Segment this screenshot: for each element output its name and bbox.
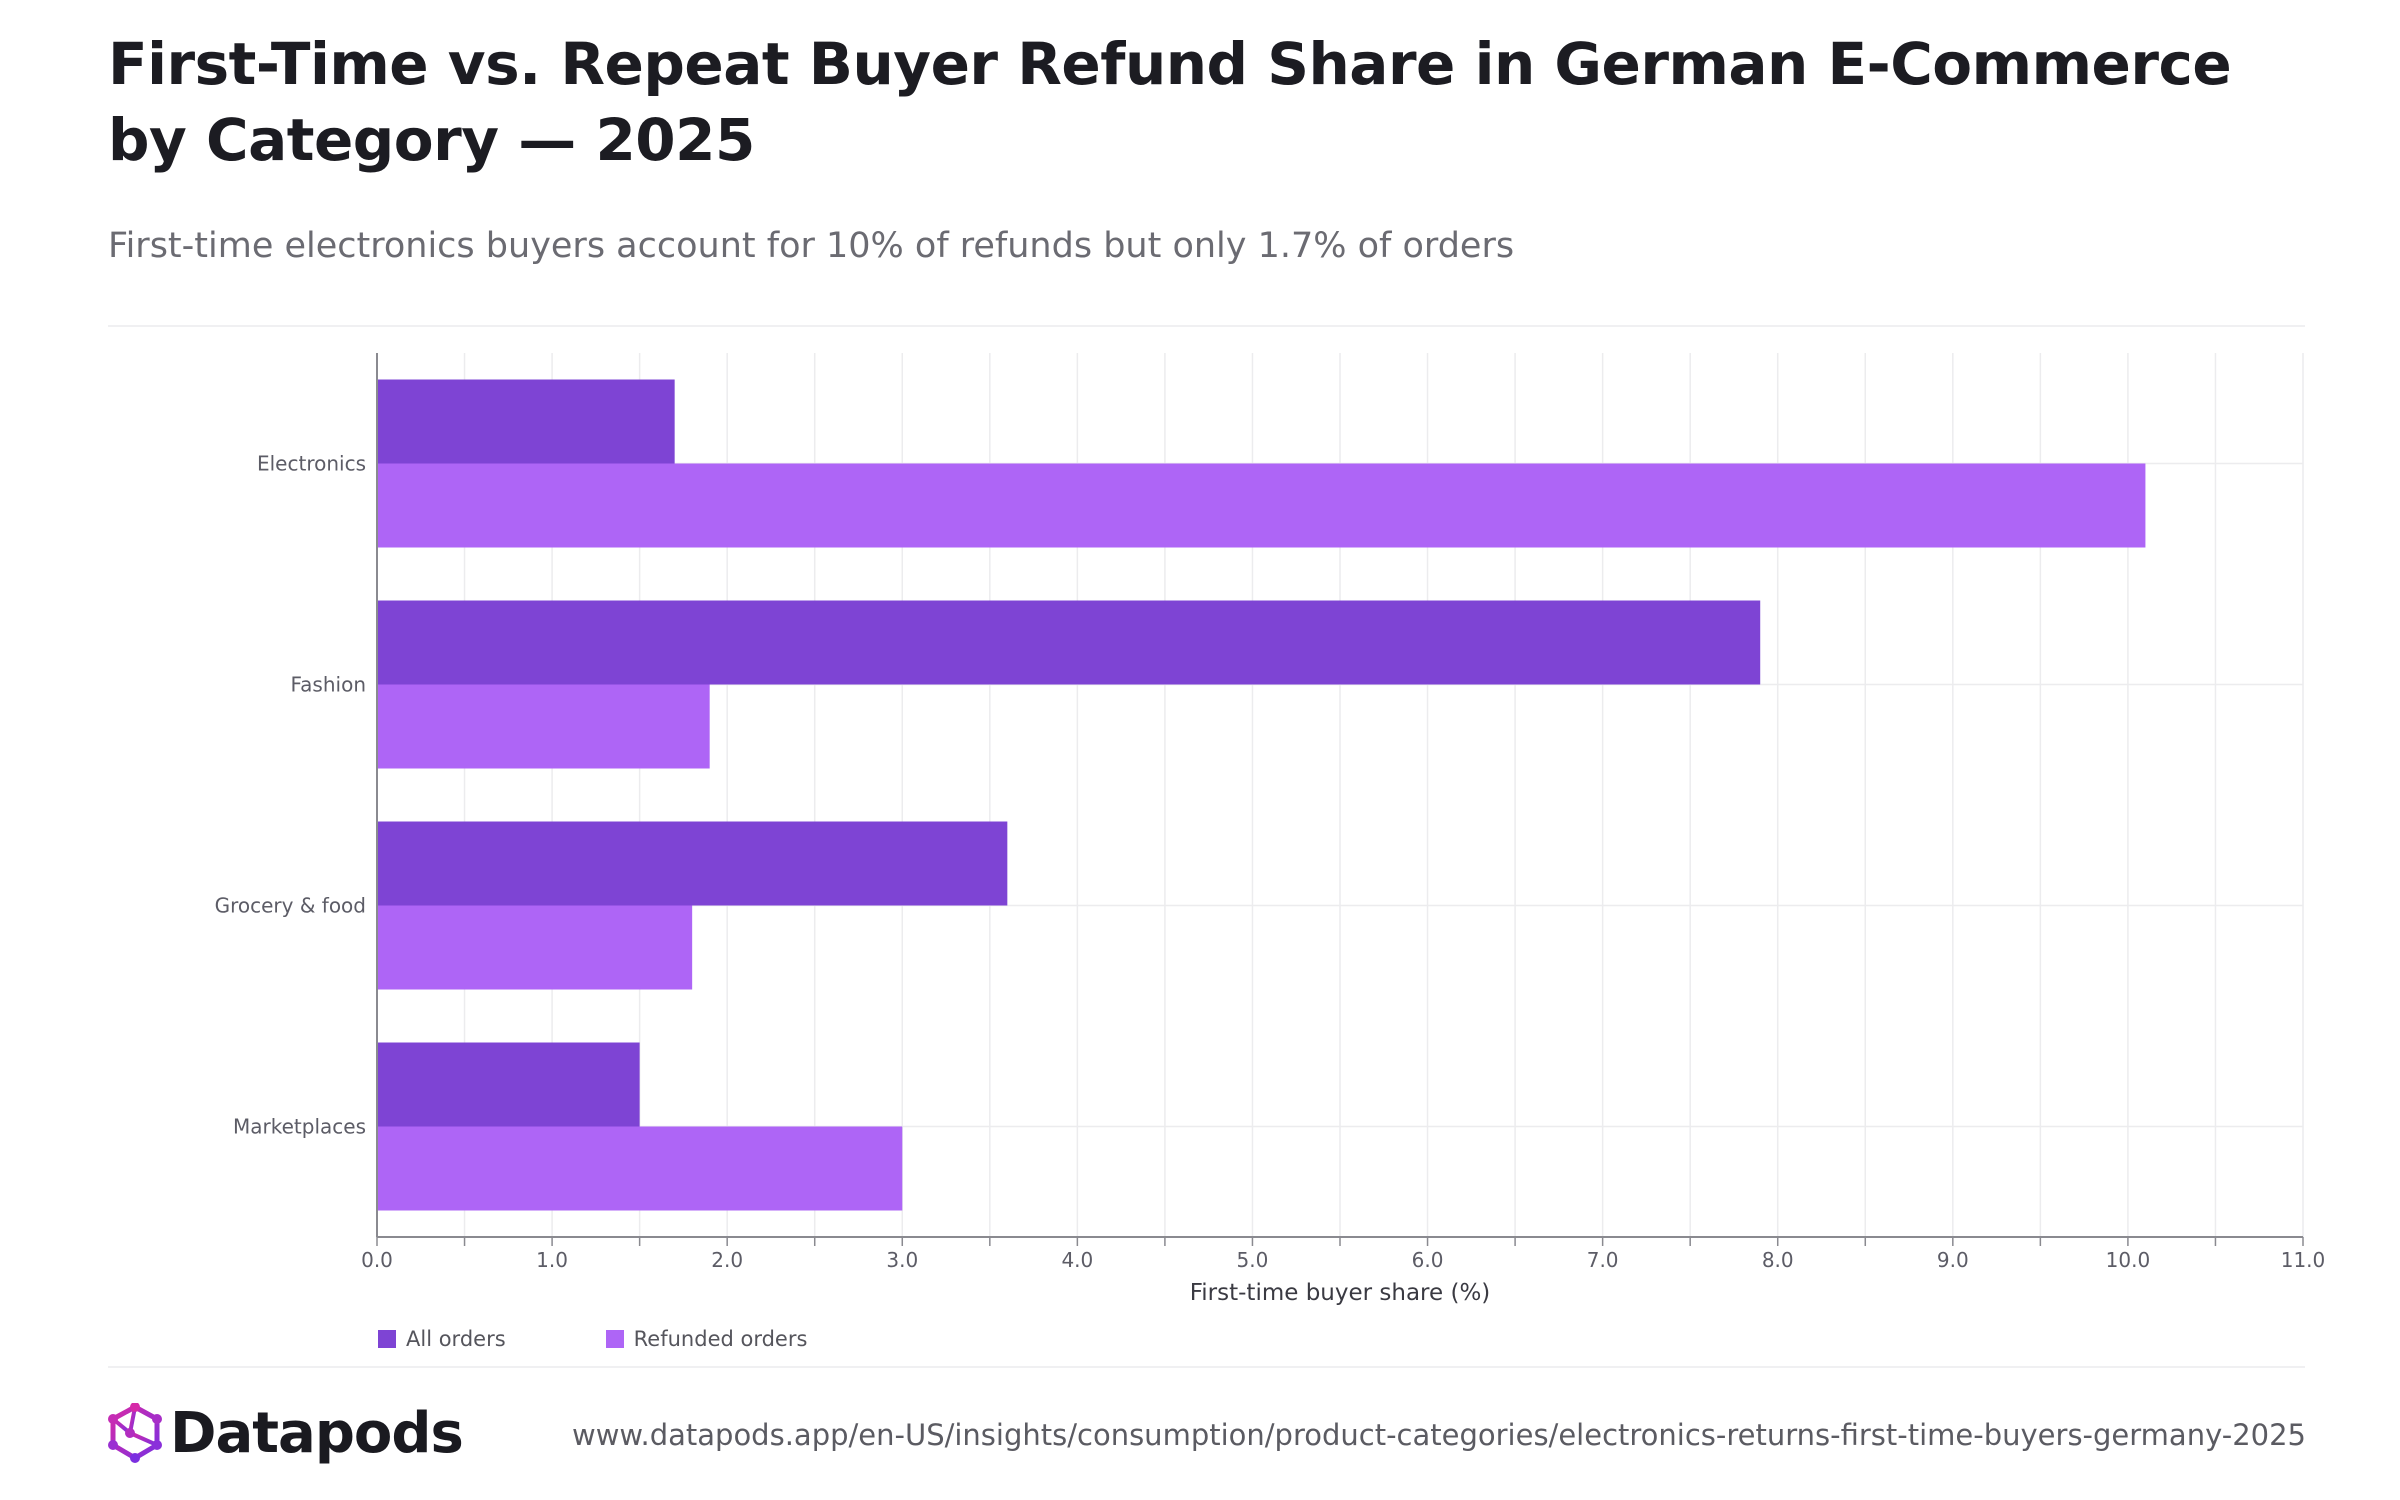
x-tick-label: 8.0	[1762, 1248, 1794, 1272]
x-tick-label: 4.0	[1061, 1248, 1093, 1272]
legend-swatch-all-orders	[378, 1330, 396, 1348]
legend-label-all-orders: All orders	[406, 1327, 506, 1351]
brand-logo[interactable]: Datapods	[108, 1400, 464, 1466]
bar-all-orders	[377, 1042, 640, 1127]
x-tick-label: 10.0	[2106, 1248, 2151, 1272]
bar-chart: Electronics Fashion Grocery & food Marketpl…	[215, 353, 2326, 1306]
x-tick-label: 11.0	[2281, 1248, 2326, 1272]
bar-refunded-orders	[377, 905, 693, 990]
x-tick-label: 2.0	[711, 1248, 743, 1272]
bar-all-orders	[377, 379, 675, 464]
x-tick-label: 6.0	[1412, 1248, 1444, 1272]
x-tick-label: 7.0	[1587, 1248, 1619, 1272]
legend-item-all-orders: All orders	[378, 1327, 506, 1351]
datapods-logo-icon	[108, 1403, 162, 1463]
chart-legend: All orders Refunded orders	[378, 1327, 907, 1351]
legend-label-refunded-orders: Refunded orders	[633, 1327, 808, 1351]
source-url[interactable]: www.datapods.app/en-US/insights/consumpt…	[572, 1418, 2306, 1452]
x-tick-label: 5.0	[1237, 1248, 1269, 1272]
top-divider	[108, 325, 2305, 327]
x-axis-title: First-time buyer share (%)	[1190, 1280, 1491, 1306]
x-tick-label: 0.0	[361, 1248, 393, 1272]
bar-all-orders	[377, 600, 1761, 685]
legend-item-refunded-orders: Refunded orders	[605, 1327, 808, 1351]
bottom-divider	[108, 1366, 2305, 1368]
category-label: Grocery & food	[215, 894, 366, 918]
bar-refunded-orders	[377, 684, 710, 769]
x-tick-label: 1.0	[536, 1248, 568, 1272]
x-tick-label: 9.0	[1937, 1248, 1969, 1272]
brand-name: Datapods	[170, 1400, 464, 1466]
bar-refunded-orders	[377, 1126, 903, 1211]
category-label: Marketplaces	[233, 1115, 366, 1139]
bar-refunded-orders	[377, 463, 2146, 548]
chart-subtitle: First-time electronics buyers account fo…	[108, 226, 1515, 266]
legend-swatch-refunded-orders	[605, 1330, 624, 1348]
category-label: Electronics	[257, 452, 366, 476]
bar-all-orders	[377, 821, 1008, 906]
chart-title: First-Time vs. Repeat Buyer Refund Share…	[108, 30, 2232, 174]
x-tick-label: 3.0	[886, 1248, 918, 1272]
category-label: Fashion	[291, 673, 367, 697]
